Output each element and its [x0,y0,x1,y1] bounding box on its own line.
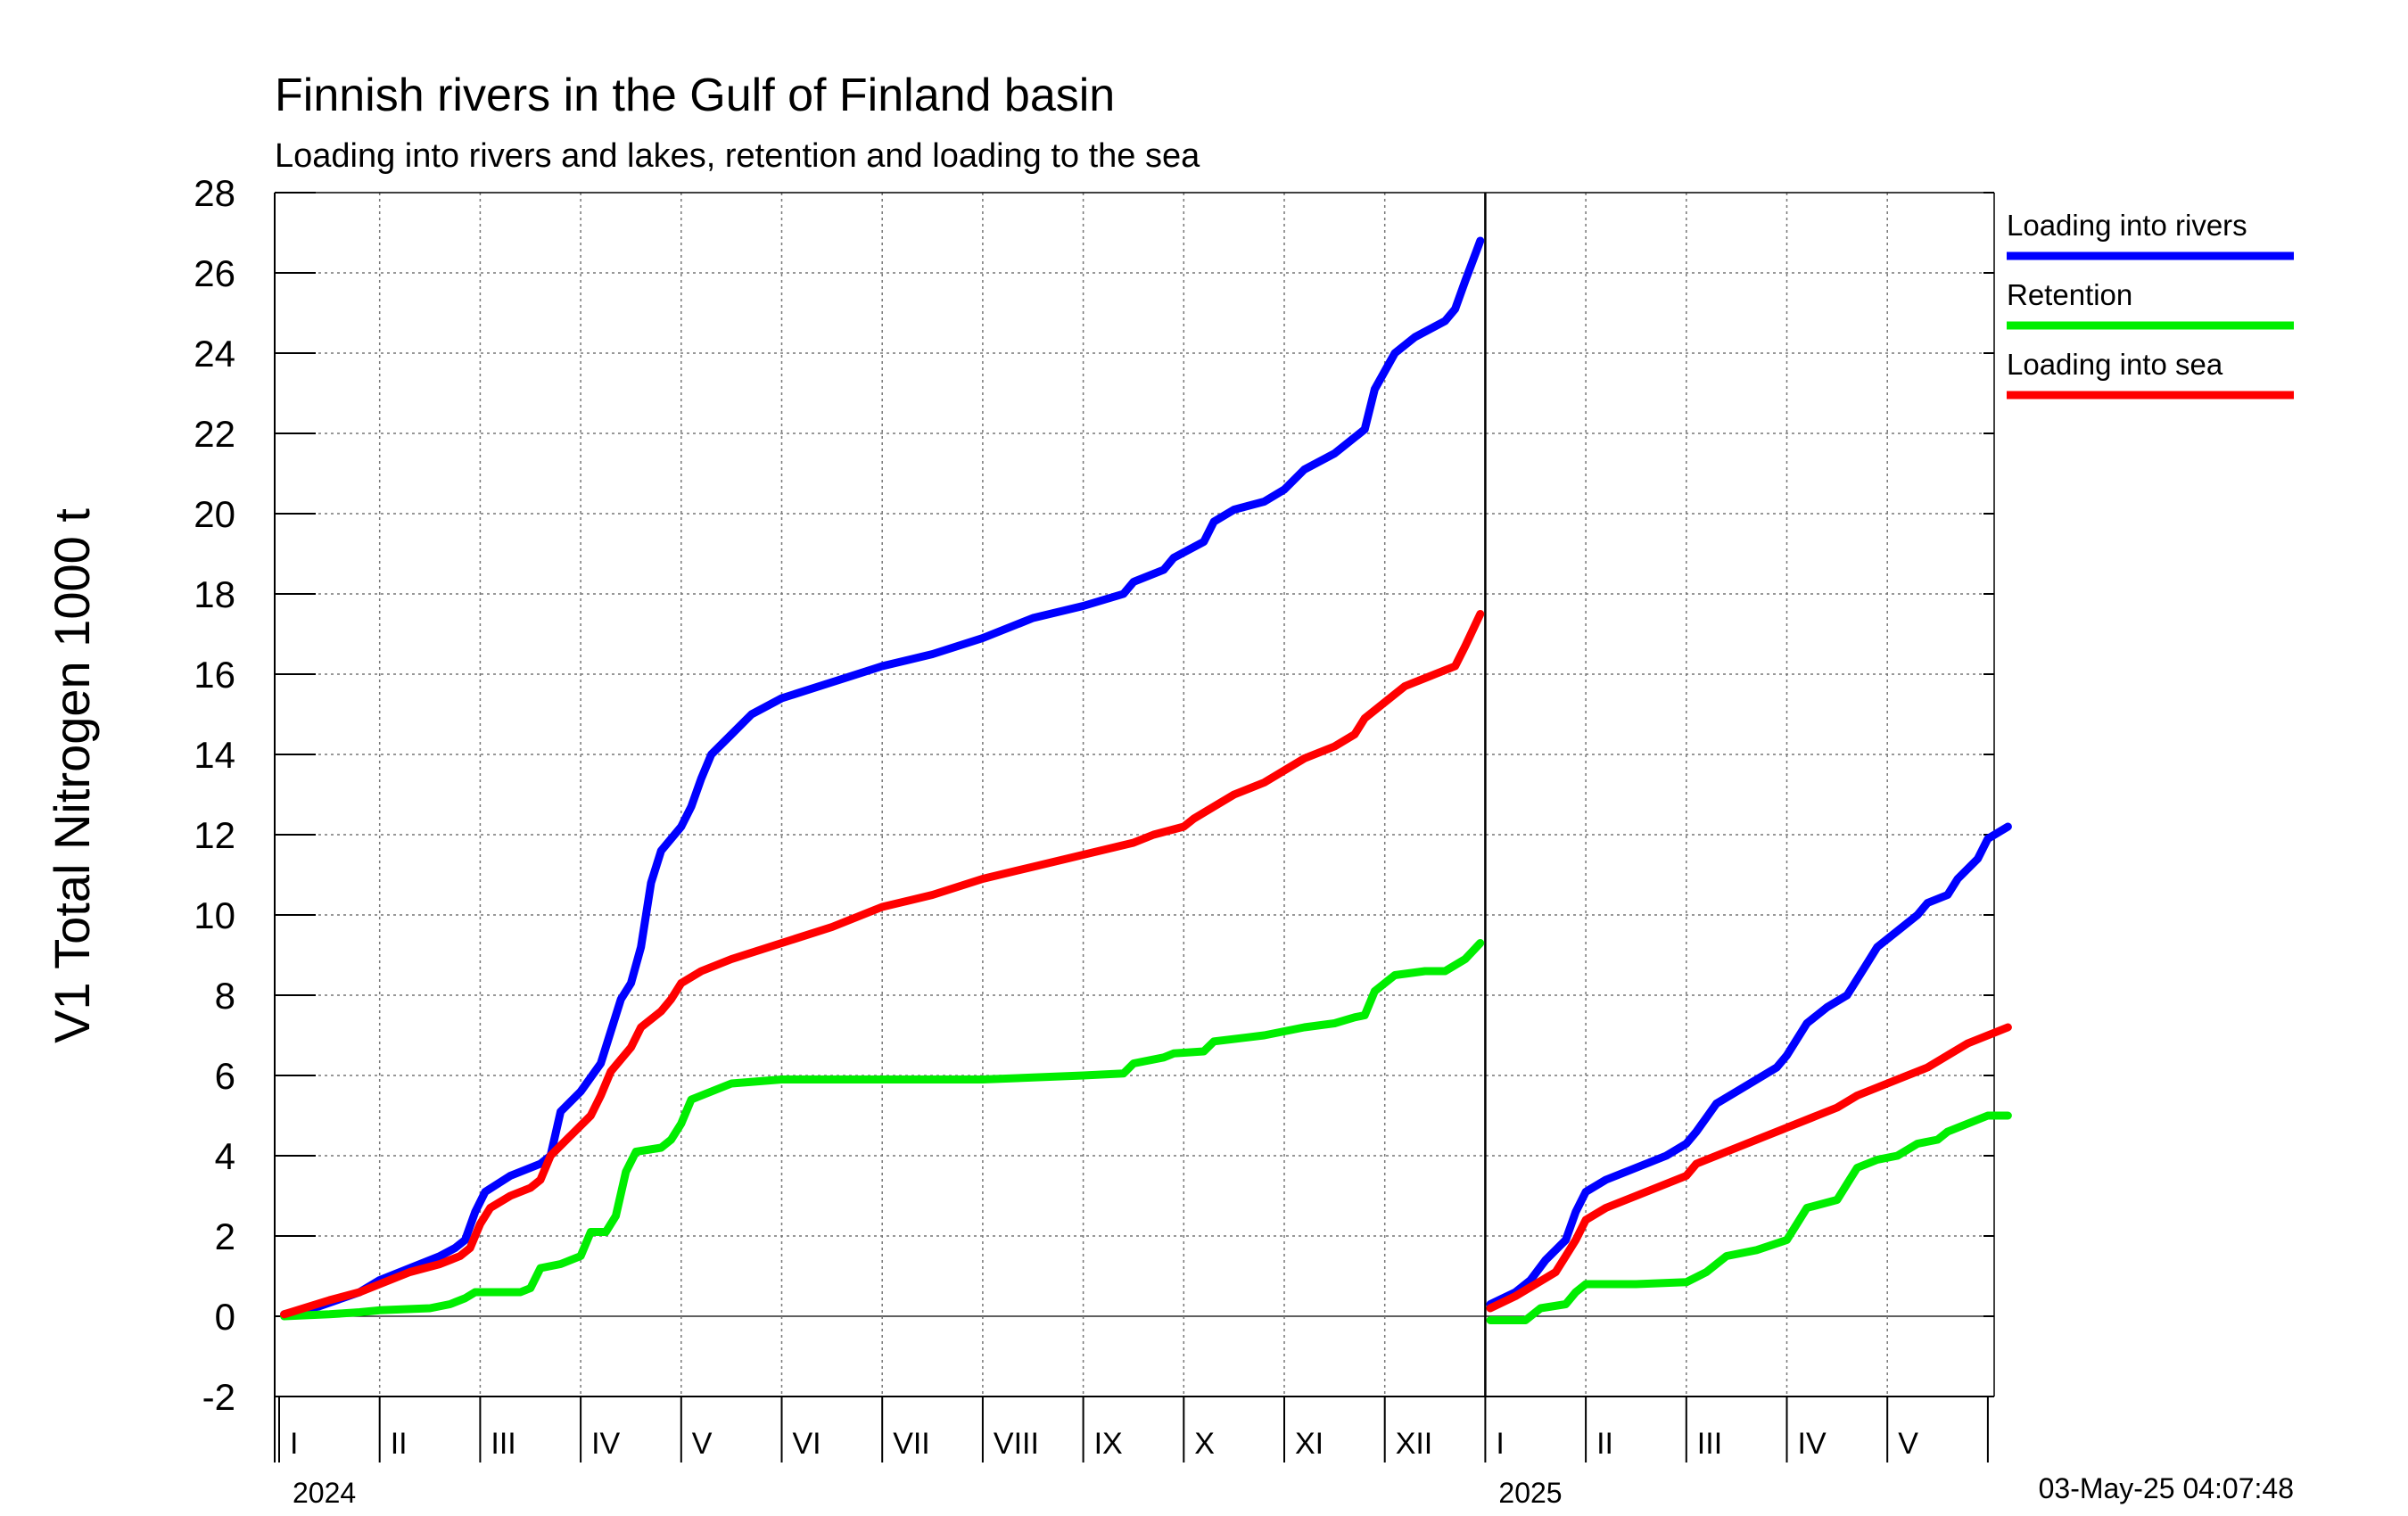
y-tick-label: 0 [215,1296,235,1338]
y-tick-label: 14 [194,734,235,776]
series-line-1-segment-1 [280,236,1485,1319]
grid-lines [275,193,1994,1397]
month-label: XI [1295,1427,1324,1461]
month-label: III [1697,1427,1722,1461]
y-tick-label: 22 [194,413,235,455]
month-label: X [1194,1427,1215,1461]
series-line-2-segment-2 [1486,1111,2012,1324]
month-label: VI [793,1427,821,1461]
year-labels: 2024 2025 [293,1477,1563,1509]
month-label: I [290,1427,298,1461]
month-labels: I II III IV V VI VII VIII IX X XI XII I II III IV V [290,1427,1918,1461]
y-tick-label: 24 [194,333,235,375]
month-label: III [491,1427,515,1461]
timestamp: 03-May-25 04:07:48 [2039,1472,2294,1504]
y-tick-label: 20 [194,493,235,535]
y-tick-label: 4 [215,1135,235,1177]
y-tick-label: 10 [194,894,235,936]
legend: Loading into rivers Retention Loading into… [2007,209,2294,400]
chart-subtitle: Loading into rivers and lakes, retention… [275,137,1200,175]
year-label: 2025 [1498,1477,1562,1509]
y-tick-label: 28 [194,172,235,214]
series-line-3-segment-2 [1486,1023,2012,1313]
month-label: IX [1094,1427,1123,1461]
legend-label: Loading into rivers [2007,209,2247,242]
y-tick-label: 8 [215,975,235,1017]
month-label: II [1596,1427,1613,1461]
month-label: XII [1396,1427,1433,1461]
month-label: VII [893,1427,930,1461]
month-label: V [1898,1427,1918,1461]
series-line-2-segment-1 [280,939,1485,1321]
y-tick-label: 2 [215,1215,235,1257]
y-tick-label: 16 [194,654,235,696]
chart-title: Finnish rivers in the Gulf of Finland ba… [275,70,1115,121]
axes [274,192,1995,1462]
month-label: V [692,1427,713,1461]
month-label: VIII [994,1427,1039,1461]
y-tick-label: 18 [194,573,235,615]
y-tick-label: -2 [202,1376,235,1418]
legend-label: Loading into sea [2007,348,2223,381]
year-label: 2024 [293,1477,356,1509]
month-label: I [1496,1427,1504,1461]
legend-label: Retention [2007,278,2132,311]
y-axis-label: V1 Total Nitrogen 1000 t [44,508,100,1043]
month-label: IV [591,1427,620,1461]
y-tick-label: 26 [194,252,235,294]
y-tick-label: 6 [215,1055,235,1097]
series-line-3-segment-1 [280,610,1485,1319]
month-label: IV [1798,1427,1827,1461]
series-lines [280,236,2012,1324]
series-line-1-segment-2 [1486,822,2012,1308]
month-label: II [391,1427,408,1461]
y-tick-label: 12 [194,814,235,856]
